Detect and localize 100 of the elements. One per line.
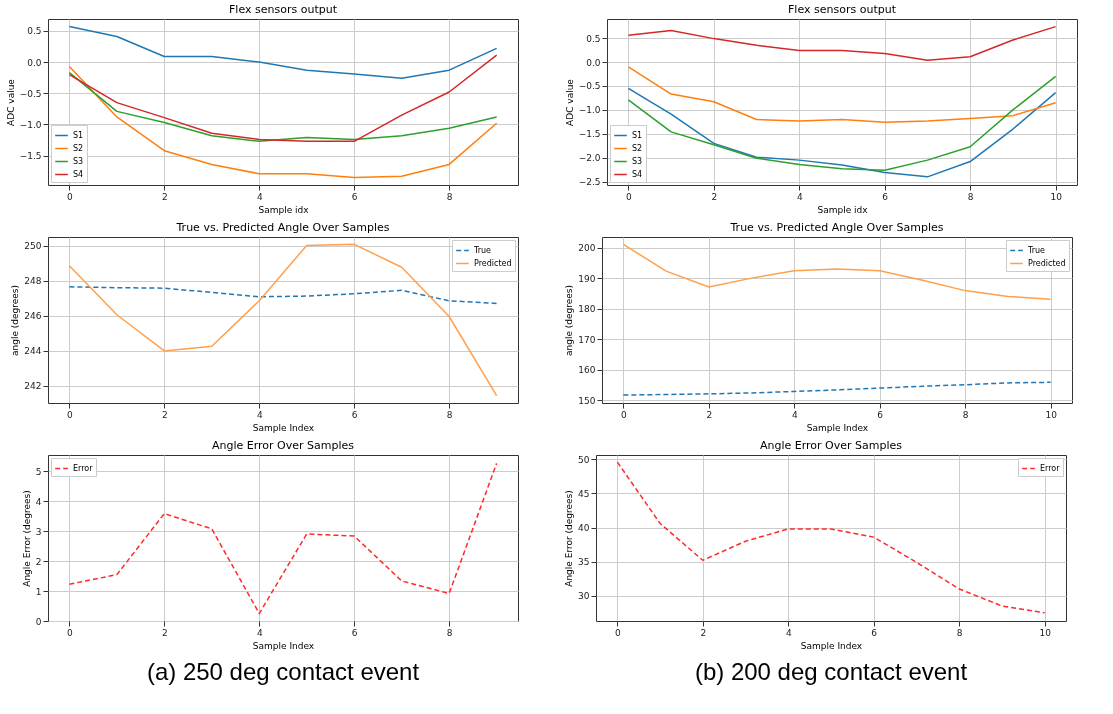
legend-label: S1 xyxy=(632,130,643,140)
line-series xyxy=(627,25,1057,61)
y-axis-title: ADC value xyxy=(564,78,575,126)
x-tick-label: 6 xyxy=(351,409,358,420)
legend-label: True xyxy=(473,245,492,255)
legend-label: S3 xyxy=(632,156,643,166)
text: (b) 200 deg contact event xyxy=(694,658,968,685)
y-tick-label: 35 xyxy=(578,557,590,568)
x-tick-label: 8 xyxy=(446,191,453,202)
y-tick-label: −0.5 xyxy=(19,88,42,99)
y-tick-label: 2 xyxy=(35,556,42,567)
y-tick-label: −1.5 xyxy=(578,129,601,140)
x-axis-title: Sample idx xyxy=(258,204,310,215)
legend-label: Predicted xyxy=(1028,258,1066,268)
x-tick-label: 0 xyxy=(615,627,621,638)
x-tick-label: 2 xyxy=(161,191,168,202)
y-tick-label: 160 xyxy=(578,365,596,376)
y-tick-label: 0.0 xyxy=(586,57,601,68)
chart-title: Flex sensors output xyxy=(788,3,897,16)
x-tick-label: 6 xyxy=(877,409,884,420)
x-tick-label: 8 xyxy=(446,627,453,638)
y-tick-label: 50 xyxy=(578,454,590,465)
line-series xyxy=(627,75,1057,171)
legend-label: S2 xyxy=(73,143,84,153)
x-tick-label: 0 xyxy=(67,409,73,420)
chart-title: Angle Error Over Samples xyxy=(759,439,903,452)
y-tick-label: 0.5 xyxy=(586,33,601,44)
y-tick-label: 5 xyxy=(35,466,42,477)
x-tick-label: 2 xyxy=(161,627,168,638)
chart-title: Flex sensors output xyxy=(229,3,338,16)
x-tick-label: 6 xyxy=(871,627,878,638)
y-tick-label: −2.5 xyxy=(578,177,601,188)
y-tick-label: 40 xyxy=(578,523,590,534)
line-series xyxy=(68,25,498,80)
y-axis-title: Angle Error (degrees) xyxy=(564,490,575,587)
chart-title: True vs. Predicted Angle Over Samples xyxy=(729,221,944,234)
text: (a) 250 deg contact event xyxy=(146,658,420,685)
line-series xyxy=(68,71,498,143)
x-tick-label: 10 xyxy=(1045,409,1058,420)
x-tick-label: 4 xyxy=(256,627,263,638)
x-tick-label: 8 xyxy=(962,409,969,420)
x-tick-label: 4 xyxy=(791,409,798,420)
x-tick-label: 4 xyxy=(796,191,803,202)
y-tick-label: 242 xyxy=(24,381,42,392)
x-tick-label: 4 xyxy=(785,627,792,638)
y-tick-label: 1 xyxy=(35,586,42,597)
chart-title: Angle Error Over Samples xyxy=(211,439,355,452)
x-tick-label: 6 xyxy=(351,191,358,202)
x-tick-label: 8 xyxy=(956,627,963,638)
x-tick-label: 0 xyxy=(67,627,73,638)
x-tick-label: 6 xyxy=(882,191,889,202)
y-tick-label: 0 xyxy=(35,616,42,627)
line-series xyxy=(68,54,498,143)
line-series xyxy=(68,462,498,615)
x-tick-label: 2 xyxy=(711,191,718,202)
y-tick-label: 200 xyxy=(578,243,596,254)
y-tick-label: 248 xyxy=(24,276,42,287)
y-tick-label: −1.5 xyxy=(19,151,42,162)
x-tick-label: 2 xyxy=(161,409,168,420)
x-axis-title: Sample Index xyxy=(806,422,869,433)
y-tick-label: 244 xyxy=(24,346,42,357)
legend-label: S1 xyxy=(73,130,84,140)
y-tick-label: 150 xyxy=(578,395,596,406)
y-tick-label: 45 xyxy=(578,488,590,499)
x-tick-label: 8 xyxy=(446,409,453,420)
legend-label: S3 xyxy=(73,156,84,166)
x-tick-label: 4 xyxy=(256,409,263,420)
y-tick-label: −1.0 xyxy=(578,105,601,116)
line-series xyxy=(627,87,1057,178)
legend-label: Error xyxy=(1040,463,1061,473)
x-tick-label: 4 xyxy=(256,191,263,202)
y-tick-label: 250 xyxy=(24,241,42,252)
x-tick-label: 8 xyxy=(967,191,974,202)
line-series xyxy=(68,65,498,179)
x-axis-title: Sample Index xyxy=(252,640,315,651)
y-axis-title: Angle Error (degrees) xyxy=(21,490,32,587)
line-series xyxy=(622,381,1052,396)
legend-label: S4 xyxy=(632,169,643,179)
y-tick-label: 0.0 xyxy=(27,57,42,68)
y-tick-label: 190 xyxy=(578,273,596,284)
y-tick-label: −1.0 xyxy=(19,119,42,130)
x-tick-label: 0 xyxy=(67,191,73,202)
y-tick-label: −2.0 xyxy=(578,153,601,164)
line-series xyxy=(68,286,498,305)
legend-label: S2 xyxy=(632,143,643,153)
x-tick-label: 2 xyxy=(706,409,713,420)
legend-label: S4 xyxy=(73,169,84,179)
x-axis-title: Sample Index xyxy=(800,640,863,651)
y-tick-label: −0.5 xyxy=(578,81,601,92)
y-axis-title: ADC value xyxy=(5,78,16,126)
legend-label: True xyxy=(1027,245,1046,255)
y-tick-label: 170 xyxy=(578,334,596,345)
x-tick-label: 10 xyxy=(1039,627,1052,638)
x-tick-label: 6 xyxy=(351,627,358,638)
y-tick-label: 180 xyxy=(578,304,596,315)
y-tick-label: 30 xyxy=(578,591,590,602)
y-axis-title: angle (degrees) xyxy=(10,284,21,357)
x-axis-title: Sample Index xyxy=(252,422,315,433)
legend-label: Predicted xyxy=(474,258,512,268)
x-tick-label: 2 xyxy=(700,627,707,638)
